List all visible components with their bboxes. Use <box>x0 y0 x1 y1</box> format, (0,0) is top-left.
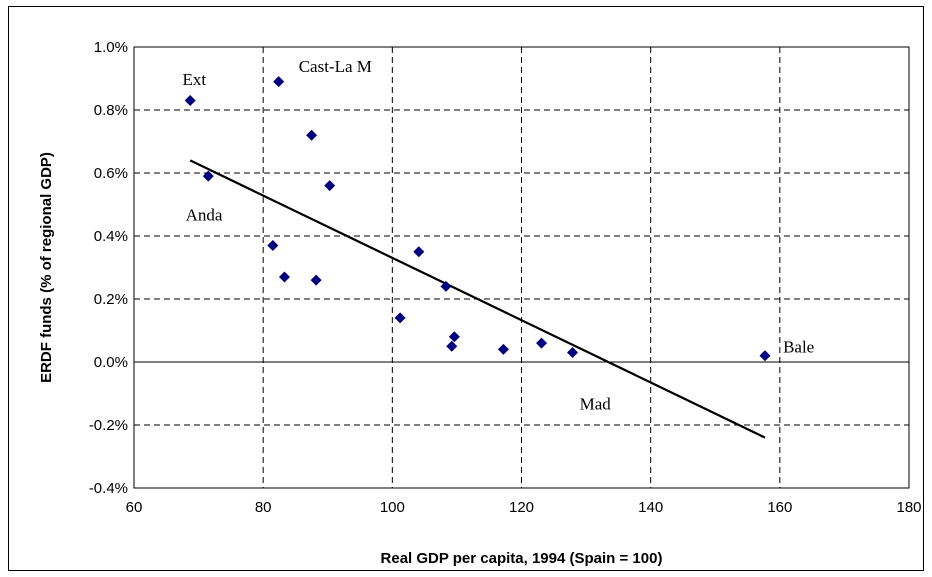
plot-area-border <box>133 46 910 489</box>
data-point <box>310 274 322 286</box>
data-point <box>267 239 279 251</box>
y-tick-label: 0.4% <box>94 228 128 245</box>
grid-layer <box>134 47 909 488</box>
chart-frame: -0.4% -0.2% 0.0% 0.2% 0.4% 0.6% 0.8% 1.0% 60 80 1… <box>8 6 924 571</box>
y-tick-label: 1.0% <box>94 39 128 56</box>
data-point <box>759 350 771 362</box>
data-point <box>536 337 548 349</box>
data-point <box>567 347 579 359</box>
y-tick-label: -0.2% <box>89 417 128 434</box>
data-point <box>446 340 458 352</box>
y-tick-label: 0.8% <box>94 102 128 119</box>
x-tick-label: 80 <box>255 499 272 516</box>
data-point <box>324 180 336 192</box>
data-point <box>278 271 290 283</box>
data-point <box>448 331 460 343</box>
y-axis-tick-labels: -0.4% -0.2% 0.0% 0.2% 0.4% 0.6% 0.8% 1.0% <box>89 39 128 497</box>
point-annotations: Ext Cast-La M Anda Bale Mad <box>182 57 814 413</box>
x-axis-tick-labels: 60 80 100 120 140 160 180 <box>126 499 922 516</box>
y-axis-title: ERDF funds (% of regional GDP) <box>38 152 55 383</box>
y-tick-label: -0.4% <box>89 480 128 497</box>
data-point <box>413 246 425 258</box>
x-tick-label: 60 <box>126 499 143 516</box>
trendline <box>189 159 766 439</box>
x-tick-label: 160 <box>767 499 792 516</box>
y-tick-label: 0.2% <box>94 291 128 308</box>
data-point <box>497 343 509 355</box>
scatter-chart: -0.4% -0.2% 0.0% 0.2% 0.4% 0.6% 0.8% 1.0% 60 80 1… <box>38 39 922 567</box>
point-label: Cast-La M <box>299 57 372 76</box>
data-point <box>202 170 214 182</box>
y-tick-label: 0.0% <box>94 354 128 371</box>
data-points <box>184 76 771 362</box>
x-tick-label: 120 <box>509 499 534 516</box>
point-label: Bale <box>783 338 814 357</box>
x-axis-title: Real GDP per capita, 1994 (Spain = 100) <box>381 550 663 567</box>
x-tick-label: 180 <box>896 499 921 516</box>
y-tick-label: 0.6% <box>94 165 128 182</box>
point-label: Anda <box>186 205 223 224</box>
x-tick-label: 140 <box>638 499 663 516</box>
data-point <box>273 76 285 88</box>
point-label: Mad <box>580 394 612 413</box>
x-tick-label: 100 <box>380 499 405 516</box>
data-point <box>440 280 452 292</box>
data-point <box>306 129 318 141</box>
point-label: Ext <box>182 70 206 89</box>
data-point <box>394 312 406 324</box>
data-point <box>184 95 196 107</box>
